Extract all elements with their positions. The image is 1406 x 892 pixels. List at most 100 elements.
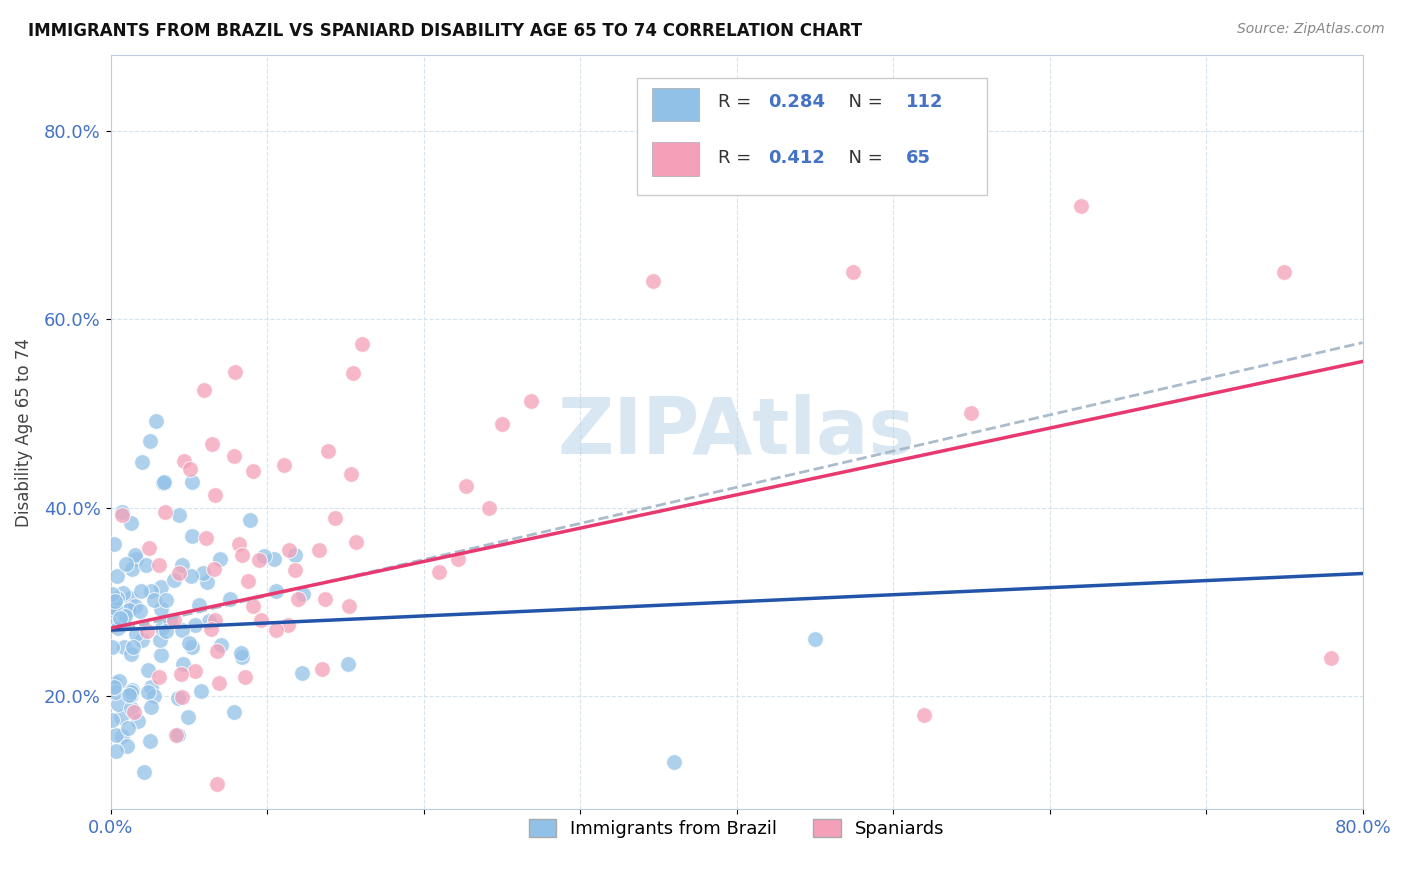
Point [273, 458, 295, 472]
Point [107, 697, 129, 711]
Point [131, 455, 153, 469]
Point [233, 669, 256, 683]
Point [101, 713, 124, 727]
Point [446, 551, 468, 566]
Point [153, 505, 176, 519]
Point [352, 337, 374, 351]
Point [208, 551, 231, 566]
Point [125, 626, 148, 640]
Point [264, 584, 287, 599]
Point [141, 700, 163, 714]
Point [193, 566, 215, 580]
Point [108, 615, 131, 629]
Point [117, 721, 139, 735]
Point [118, 688, 141, 702]
Text: R =: R = [718, 93, 756, 111]
Point [284, 548, 307, 562]
Point [103, 675, 125, 690]
Point [204, 613, 226, 627]
Point [253, 549, 276, 563]
Point [1070, 199, 1092, 213]
Point [103, 680, 125, 694]
Point [180, 569, 202, 583]
Point [291, 665, 314, 680]
Point [111, 608, 134, 623]
Point [120, 689, 142, 703]
Point [180, 475, 202, 490]
Point [188, 598, 211, 612]
Point [172, 623, 194, 637]
Point [115, 557, 138, 571]
Point [239, 512, 262, 526]
Point [190, 684, 212, 698]
Point [491, 417, 513, 431]
Point [641, 273, 664, 287]
Point [103, 536, 125, 550]
Point [1272, 265, 1295, 279]
Text: Source: ZipAtlas.com: Source: ZipAtlas.com [1237, 22, 1385, 37]
Point [314, 591, 336, 606]
Point [197, 615, 219, 629]
Point [104, 744, 127, 758]
Point [344, 535, 367, 549]
Point [184, 618, 207, 632]
Point [202, 562, 225, 576]
Point [114, 608, 136, 623]
Point [149, 580, 172, 594]
Point [209, 638, 232, 652]
Point [205, 644, 228, 658]
Point [181, 640, 204, 655]
Point [172, 558, 194, 572]
Text: R =: R = [718, 149, 756, 168]
Point [107, 591, 129, 606]
Point [136, 684, 159, 698]
Point [250, 613, 273, 627]
Text: IMMIGRANTS FROM BRAZIL VS SPANIARD DISABILITY AGE 65 TO 74 CORRELATION CHART: IMMIGRANTS FROM BRAZIL VS SPANIARD DISAB… [28, 22, 862, 40]
Point [138, 734, 160, 748]
Point [104, 593, 127, 607]
Point [103, 603, 125, 617]
Point [145, 414, 167, 428]
Point [108, 673, 131, 688]
Point [124, 549, 146, 563]
FancyBboxPatch shape [651, 87, 699, 121]
Point [193, 383, 215, 397]
Point [222, 706, 245, 720]
Point [127, 714, 149, 728]
Point [111, 586, 134, 600]
Point [110, 610, 132, 624]
Point [143, 689, 166, 703]
Point [277, 542, 299, 557]
Point [124, 599, 146, 613]
Point [184, 665, 207, 679]
Point [122, 705, 145, 719]
Point [138, 541, 160, 555]
Point [1320, 651, 1343, 665]
Point [337, 657, 360, 671]
Text: 112: 112 [905, 93, 943, 111]
Point [960, 406, 983, 420]
Point [180, 529, 202, 543]
Point [132, 764, 155, 779]
Point [111, 505, 134, 519]
Point [841, 265, 863, 279]
Point [456, 479, 478, 493]
Point [195, 531, 218, 545]
Point [896, 133, 918, 147]
Point [103, 600, 125, 615]
Point [316, 444, 339, 458]
Point [118, 591, 141, 605]
Point [105, 728, 128, 742]
Point [163, 574, 186, 588]
Point [136, 624, 159, 638]
Point [120, 701, 142, 715]
Point [139, 583, 162, 598]
Point [204, 488, 226, 502]
Point [277, 618, 299, 632]
Point [111, 617, 134, 632]
Legend: Immigrants from Brazil, Spaniards: Immigrants from Brazil, Spaniards [522, 812, 952, 846]
Point [429, 565, 451, 579]
Point [339, 599, 361, 613]
Point [224, 365, 246, 379]
Point [120, 685, 142, 699]
